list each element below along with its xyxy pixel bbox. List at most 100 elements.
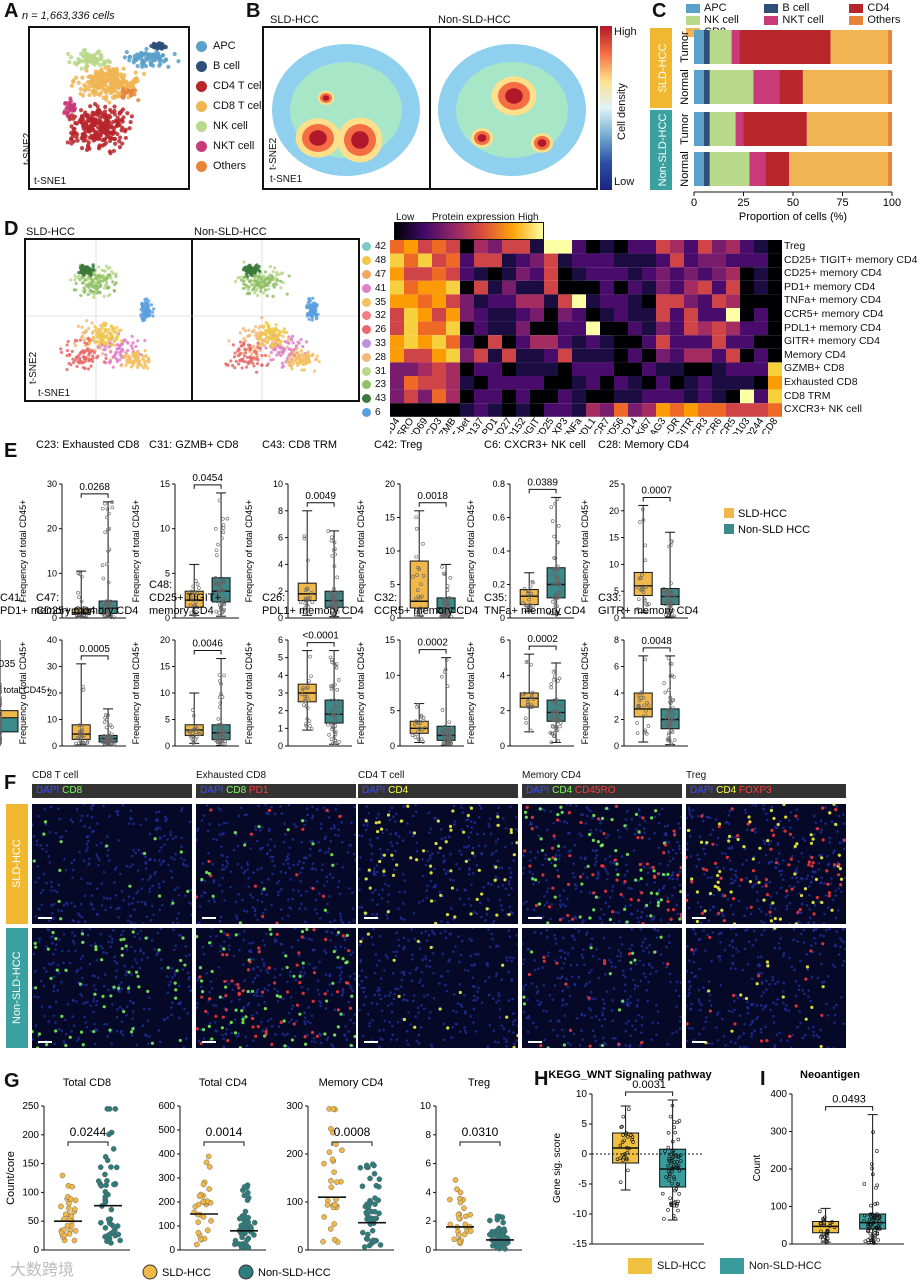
dapi-nucleus xyxy=(159,927,163,930)
tsne-point xyxy=(95,91,100,96)
marker-signal xyxy=(175,969,179,973)
dapi-nucleus xyxy=(133,935,136,939)
dapi-nucleus xyxy=(299,970,303,974)
marker-signal xyxy=(46,947,50,951)
dapi-nucleus xyxy=(339,945,343,948)
data-point xyxy=(528,607,533,611)
dapi-nucleus xyxy=(290,1018,293,1021)
dapi-nucleus xyxy=(132,922,136,926)
heatmap-cell xyxy=(488,376,502,390)
heatmap-cell xyxy=(698,240,712,254)
dapi-nucleus xyxy=(276,893,280,897)
tsne-point xyxy=(98,53,103,58)
data-point xyxy=(301,686,306,690)
dapi-nucleus xyxy=(54,831,58,835)
tsne-point xyxy=(301,354,305,358)
dapi-nucleus xyxy=(126,990,130,993)
bar-segment-cd4 xyxy=(779,70,803,104)
data-point xyxy=(552,730,557,735)
dapi-nucleus xyxy=(253,913,257,917)
dapi-nucleus xyxy=(45,945,49,948)
significance-bracket xyxy=(80,655,109,660)
dapi-nucleus xyxy=(337,880,341,883)
dapi-nucleus xyxy=(77,912,80,915)
data-point xyxy=(552,556,556,560)
dapi-nucleus xyxy=(347,1000,351,1004)
data-point xyxy=(191,737,196,742)
tsne-point xyxy=(69,124,74,129)
data-point xyxy=(556,719,560,724)
dapi-nucleus xyxy=(278,973,282,977)
dapi-nucleus xyxy=(335,933,339,937)
heatmap-row-label: PDL1+ memory CD4 xyxy=(784,321,882,334)
dapi-nucleus xyxy=(260,900,264,904)
dapi-nucleus xyxy=(163,843,166,846)
y-tick-label: 0 xyxy=(614,741,619,750)
data-point xyxy=(640,507,645,512)
tsne-point xyxy=(281,351,285,355)
dapi-nucleus xyxy=(154,827,158,831)
tsne-point xyxy=(78,91,83,96)
dapi-nucleus xyxy=(41,847,44,851)
dapi-nucleus xyxy=(115,1015,119,1019)
heatmap-cell xyxy=(558,267,572,281)
marker-signal xyxy=(330,853,334,857)
bar-segment-nk-cell xyxy=(709,30,732,64)
heatmap-cell xyxy=(712,267,726,281)
dapi-nucleus xyxy=(131,863,134,866)
data-point xyxy=(445,596,449,601)
tsne-point xyxy=(231,364,235,368)
dapi-nucleus xyxy=(86,933,90,937)
dapi-nucleus xyxy=(242,909,246,913)
heatmap-cell xyxy=(712,362,726,376)
data-point xyxy=(525,591,530,595)
cluster-id: 43 xyxy=(375,393,387,405)
dapi-nucleus xyxy=(52,989,56,993)
tsne-point xyxy=(256,341,260,345)
dapi-nucleus xyxy=(188,901,191,905)
data-point xyxy=(644,709,648,713)
tsne-point xyxy=(111,365,115,369)
data-point xyxy=(549,505,554,509)
data-point xyxy=(668,695,673,700)
heatmap-cell xyxy=(446,280,460,295)
data-point xyxy=(193,737,198,742)
data-point xyxy=(76,590,80,595)
y-tick-label: 6 xyxy=(614,662,619,672)
panel-d-xaxis: t-SNE1 xyxy=(38,388,71,399)
data-point xyxy=(644,585,648,589)
tsne-point xyxy=(262,291,266,295)
data-point xyxy=(335,687,340,692)
data-point xyxy=(103,530,107,535)
dapi-nucleus xyxy=(225,855,229,859)
tsne-point xyxy=(74,288,78,292)
legend-swatch xyxy=(196,140,207,152)
heatmap-cell xyxy=(558,280,572,295)
dapi-nucleus xyxy=(103,973,107,976)
dapi-nucleus xyxy=(302,861,305,865)
dapi-nucleus xyxy=(82,802,85,806)
tsne-point xyxy=(88,58,93,63)
heatmap-cell xyxy=(754,280,768,295)
dapi-nucleus xyxy=(185,1037,188,1040)
tsne-point xyxy=(305,304,309,308)
dapi-nucleus xyxy=(100,904,104,907)
dapi-nucleus xyxy=(306,988,310,991)
dapi-nucleus xyxy=(206,829,210,833)
data-point xyxy=(668,605,672,609)
heatmap-cell xyxy=(516,267,530,281)
tsne-point xyxy=(82,338,86,342)
p-value: 0.0268 xyxy=(79,482,110,493)
data-point xyxy=(223,730,228,734)
tsne-point xyxy=(65,367,69,372)
dapi-nucleus xyxy=(350,821,353,824)
heatmap-cell xyxy=(558,348,572,363)
data-point xyxy=(448,575,452,580)
tsne-point xyxy=(100,71,105,76)
marker-signal xyxy=(105,844,109,848)
data-point xyxy=(307,679,311,683)
dapi-nucleus xyxy=(343,946,347,950)
heatmap-cell xyxy=(670,267,684,281)
tsne-point xyxy=(66,103,71,109)
box-plot-title: C33: xyxy=(598,592,621,604)
